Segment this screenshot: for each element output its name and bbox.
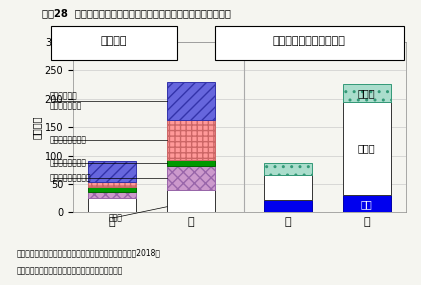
- Bar: [343, 195, 391, 212]
- Bar: [343, 84, 391, 101]
- Bar: [264, 200, 312, 212]
- Text: 図表28  非求職理由、希望している仕事の形態別の潜在労働力人口: 図表28 非求職理由、希望している仕事の形態別の潜在労働力人口: [42, 9, 231, 19]
- Bar: [264, 176, 312, 200]
- Text: その他: その他: [108, 214, 122, 223]
- Bar: [167, 166, 216, 190]
- Text: （注）潜在労働力人口は就業希望の非労働力人口。数値は2018年: （注）潜在労働力人口は就業希望の非労働力人口。数値は2018年: [17, 248, 161, 257]
- Text: 求職理由: 求職理由: [101, 36, 127, 46]
- Text: 出産・育児のため: 出産・育児のため: [49, 136, 86, 145]
- Bar: [88, 187, 136, 192]
- Text: 健康上の理由のため: 健康上の理由のため: [49, 173, 91, 182]
- Bar: [88, 182, 136, 187]
- Bar: [264, 163, 312, 176]
- Text: 適当な仕事が
ありそうにない: 適当な仕事が ありそうにない: [49, 91, 82, 111]
- Text: その他: その他: [358, 88, 376, 98]
- Bar: [88, 192, 136, 198]
- Text: （資料）総務省統計局「労働力調査（詳細集計）」: （資料）総務省統計局「労働力調査（詳細集計）」: [17, 266, 123, 276]
- Text: 非正規: 非正規: [358, 143, 376, 153]
- Text: 正規: 正規: [361, 199, 373, 209]
- Text: 希望している仕事の形態: 希望している仕事の形態: [273, 36, 346, 46]
- Text: 介護・看護のため: 介護・看護のため: [49, 158, 86, 167]
- Bar: [167, 120, 216, 160]
- Bar: [167, 82, 216, 120]
- Bar: [88, 198, 136, 212]
- Y-axis label: （万人）: （万人）: [32, 115, 42, 139]
- Bar: [167, 160, 216, 166]
- Bar: [167, 190, 216, 212]
- Bar: [343, 101, 391, 195]
- Bar: [88, 161, 136, 182]
